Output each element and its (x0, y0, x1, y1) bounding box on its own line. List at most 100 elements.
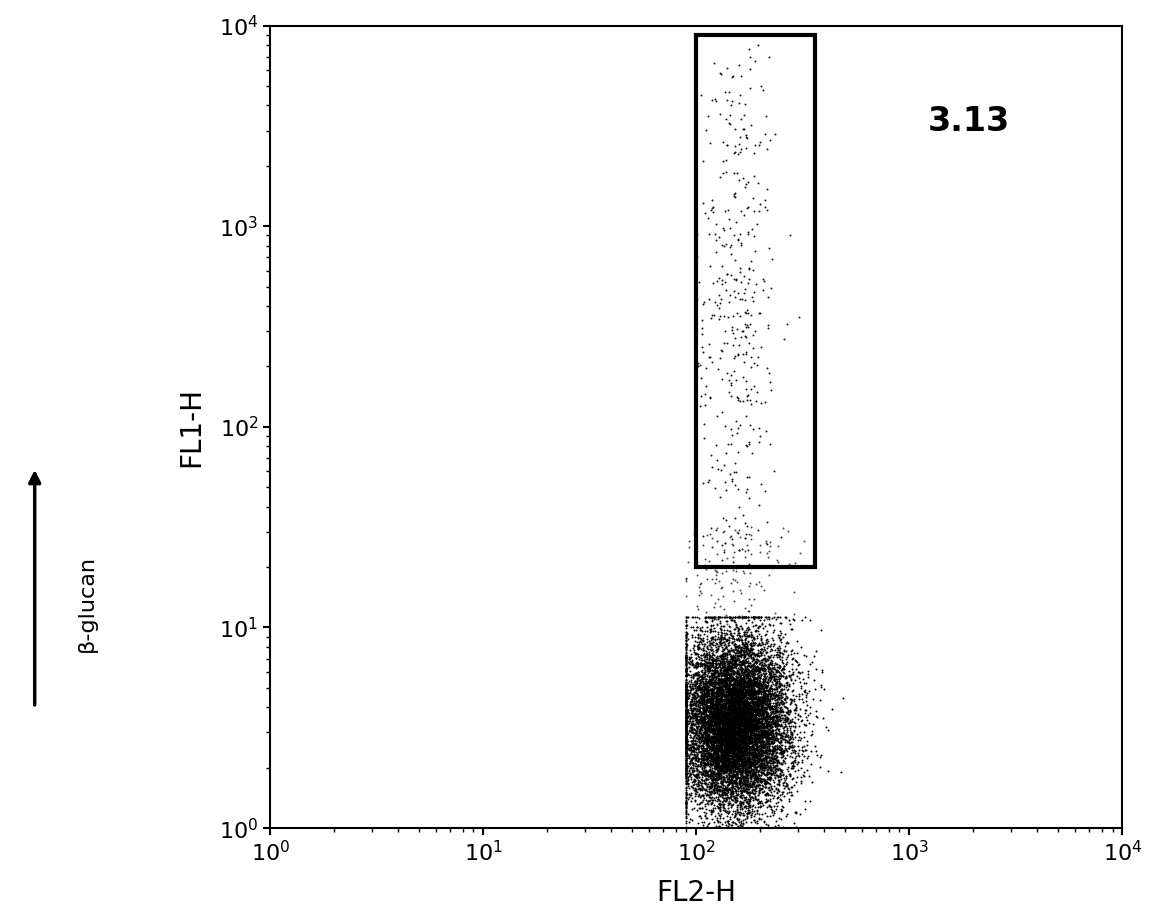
Point (702, 698, 721, 713)
Point (713, 735, 731, 750)
Point (732, 621, 751, 635)
Point (712, 774, 730, 788)
Point (728, 734, 746, 749)
Point (737, 695, 756, 710)
Point (712, 698, 730, 713)
Point (737, 741, 756, 756)
Point (747, 715, 766, 729)
Point (699, 723, 717, 738)
Point (734, 712, 752, 727)
Point (718, 694, 737, 709)
Point (772, 762, 790, 777)
Point (702, 692, 721, 707)
Point (721, 687, 739, 702)
Point (784, 758, 803, 773)
Point (735, 743, 753, 758)
Point (789, 746, 808, 761)
Point (720, 693, 738, 708)
Point (740, 689, 759, 703)
Point (747, 647, 766, 662)
Point (796, 685, 815, 700)
Point (706, 752, 724, 767)
Point (700, 688, 718, 703)
Point (749, 711, 767, 726)
Point (709, 672, 728, 687)
Point (738, 703, 757, 717)
Point (784, 645, 803, 660)
Point (720, 708, 738, 723)
Point (742, 779, 760, 794)
Point (702, 706, 721, 721)
Point (754, 751, 773, 765)
Point (708, 698, 727, 713)
Point (706, 674, 724, 689)
Point (758, 706, 776, 721)
Point (721, 713, 739, 727)
Point (687, 709, 706, 724)
Point (715, 656, 734, 670)
Point (767, 781, 786, 796)
Point (739, 629, 758, 644)
Point (768, 669, 787, 684)
Point (714, 720, 732, 735)
Point (709, 689, 728, 703)
Point (731, 795, 750, 810)
Point (760, 723, 779, 738)
Point (734, 703, 752, 718)
Point (778, 644, 796, 658)
Point (724, 763, 743, 778)
Point (756, 760, 774, 774)
Point (705, 763, 723, 778)
Point (764, 760, 782, 774)
Point (718, 699, 737, 714)
Point (703, 684, 722, 699)
Point (769, 649, 788, 664)
Point (730, 747, 749, 762)
Point (724, 762, 743, 777)
Point (774, 665, 793, 680)
Point (686, 656, 705, 670)
Point (706, 704, 724, 719)
Point (749, 637, 767, 652)
Point (738, 696, 757, 711)
Point (721, 774, 739, 789)
Point (678, 698, 697, 713)
Point (771, 691, 789, 705)
Point (677, 724, 695, 739)
Point (780, 715, 798, 729)
Point (677, 686, 695, 701)
Point (701, 311, 720, 325)
Point (725, 788, 744, 803)
Point (774, 521, 793, 536)
Point (750, 751, 768, 765)
Point (681, 668, 700, 682)
Point (738, 771, 757, 786)
Point (693, 701, 712, 715)
Point (700, 701, 718, 715)
Point (695, 417, 714, 431)
Point (756, 721, 774, 736)
Point (722, 727, 740, 742)
Point (728, 705, 746, 720)
Point (709, 710, 728, 725)
Point (707, 767, 725, 782)
Point (716, 720, 735, 735)
Point (746, 683, 765, 698)
Point (752, 699, 771, 714)
Point (714, 715, 732, 729)
Point (712, 683, 730, 698)
Point (757, 643, 775, 657)
Point (739, 798, 758, 812)
Point (678, 709, 697, 724)
Point (717, 733, 736, 748)
Point (687, 403, 706, 418)
Point (693, 787, 712, 802)
Point (707, 727, 725, 741)
Point (718, 728, 737, 743)
Point (759, 672, 778, 687)
Point (729, 648, 747, 663)
Point (734, 701, 752, 715)
Point (728, 761, 746, 775)
Point (754, 686, 773, 701)
Point (708, 652, 727, 667)
